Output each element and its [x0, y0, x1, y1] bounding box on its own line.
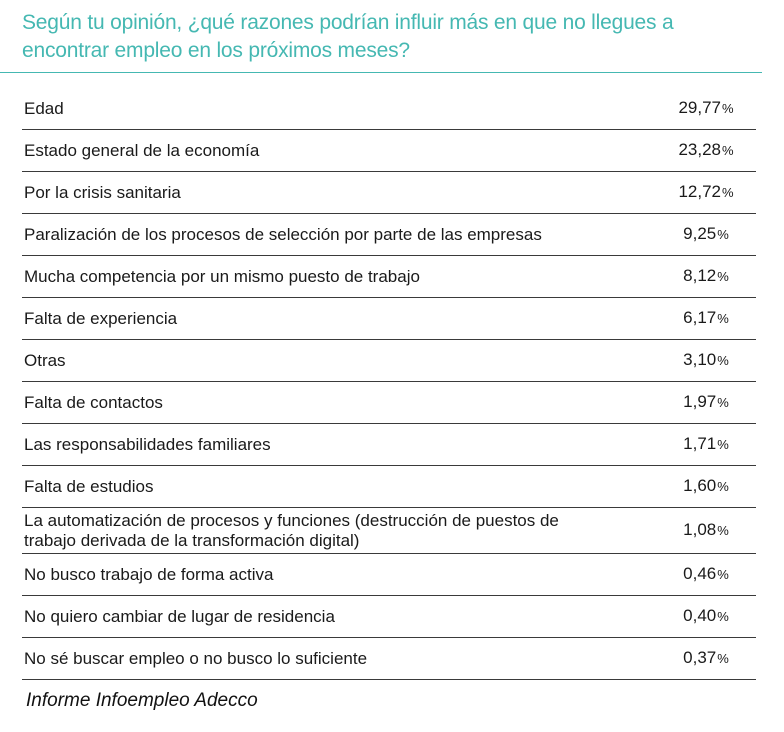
- row-value: 0,37%: [638, 648, 756, 669]
- row-label: Otras: [24, 350, 66, 370]
- row-value-number: 23,28: [678, 140, 721, 159]
- table-row: Edad 29,77%: [22, 88, 756, 130]
- row-value-number: 0,37: [683, 648, 717, 667]
- row-value: 0,46%: [638, 564, 756, 585]
- row-value-number: 9,25: [683, 224, 717, 243]
- row-label: No sé buscar empleo o no busco lo sufici…: [24, 648, 368, 668]
- row-label: Paralización de los procesos de selecció…: [24, 224, 542, 244]
- table-row: Mucha competencia por un mismo puesto de…: [22, 256, 756, 298]
- table-row: La automatización de procesos y funcione…: [22, 508, 756, 554]
- row-value: 23,28%: [638, 140, 756, 161]
- percent-sign: %: [717, 269, 729, 284]
- table-row: Estado general de la economía 23,28%: [22, 130, 756, 172]
- row-value: 12,72%: [638, 182, 756, 203]
- percent-sign: %: [717, 353, 729, 368]
- table-row: Falta de estudios 1,60%: [22, 466, 756, 508]
- row-label: La automatización de procesos y funcione…: [24, 510, 559, 550]
- row-value-number: 0,46: [683, 564, 717, 583]
- percent-sign: %: [717, 651, 729, 666]
- row-value-number: 29,77: [678, 98, 721, 117]
- row-value-number: 1,71: [683, 434, 717, 453]
- source-caption: Informe Infoempleo Adecco: [26, 690, 258, 711]
- table-row: Falta de experiencia 6,17%: [22, 298, 756, 340]
- table-row: Paralización de los procesos de selecció…: [22, 214, 756, 256]
- table-row: Las responsabilidades familiares 1,71%: [22, 424, 756, 466]
- percent-sign: %: [717, 227, 729, 242]
- row-value-number: 1,97: [683, 392, 717, 411]
- row-value: 1,08%: [638, 520, 756, 541]
- table-row: No sé buscar empleo o no busco lo sufici…: [22, 638, 756, 680]
- row-value-number: 6,17: [683, 308, 717, 327]
- row-value-number: 12,72: [678, 182, 721, 201]
- percent-sign: %: [721, 185, 734, 200]
- row-label: Edad: [24, 98, 64, 118]
- percent-sign: %: [717, 479, 729, 494]
- percent-sign: %: [717, 437, 729, 452]
- percent-sign: %: [721, 101, 734, 116]
- percent-sign: %: [717, 567, 729, 582]
- percent-sign: %: [717, 609, 729, 624]
- row-value: 1,60%: [638, 476, 756, 497]
- row-value: 0,40%: [638, 606, 756, 627]
- table-row: Falta de contactos 1,97%: [22, 382, 756, 424]
- row-value: 1,97%: [638, 392, 756, 413]
- row-label: Falta de contactos: [24, 392, 163, 412]
- row-label: Mucha competencia por un mismo puesto de…: [24, 266, 420, 286]
- data-table: Edad 29,77% Estado general de la economía 2…: [22, 88, 756, 680]
- percent-sign: %: [721, 143, 734, 158]
- percent-sign: %: [717, 395, 729, 410]
- row-value-number: 0,40: [683, 606, 717, 625]
- row-value: 8,12%: [638, 266, 756, 287]
- table-row: No busco trabajo de forma activa 0,46%: [22, 554, 756, 596]
- row-value: 1,71%: [638, 434, 756, 455]
- row-label: Las responsabilidades familiares: [24, 434, 271, 454]
- row-value: 6,17%: [638, 308, 756, 329]
- percent-sign: %: [717, 523, 729, 538]
- row-label: No quiero cambiar de lugar de residencia: [24, 606, 335, 626]
- table-row: Por la crisis sanitaria 12,72%: [22, 172, 756, 214]
- row-value: 3,10%: [638, 350, 756, 371]
- row-value-number: 1,08: [683, 520, 717, 539]
- chart-title: Según tu opinión, ¿qué razones podrían i…: [22, 11, 674, 62]
- table-row: Otras 3,10%: [22, 340, 756, 382]
- row-value-number: 8,12: [683, 266, 717, 285]
- title-divider: [0, 72, 762, 73]
- row-label: Por la crisis sanitaria: [24, 182, 181, 202]
- row-label: No busco trabajo de forma activa: [24, 564, 274, 584]
- table-row: No quiero cambiar de lugar de residencia…: [22, 596, 756, 638]
- row-label: Falta de estudios: [24, 476, 154, 496]
- row-label: Falta de experiencia: [24, 308, 178, 328]
- row-label: Estado general de la economía: [24, 140, 260, 160]
- row-value: 9,25%: [638, 224, 756, 245]
- row-value-number: 1,60: [683, 476, 717, 495]
- percent-sign: %: [717, 311, 729, 326]
- row-value-number: 3,10: [683, 350, 717, 369]
- row-value: 29,77%: [638, 98, 756, 119]
